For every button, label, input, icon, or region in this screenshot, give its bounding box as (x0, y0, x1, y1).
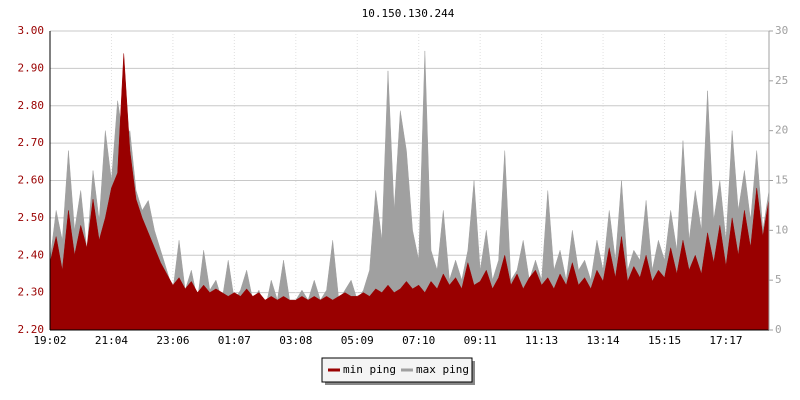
x-tick-label: 01:07 (218, 334, 251, 347)
x-tick-label: 05:09 (341, 334, 374, 347)
y2-tick-label: 25 (775, 74, 788, 87)
x-tick-label: 11:13 (525, 334, 558, 347)
y-tick-label: 2.90 (18, 61, 45, 74)
y2-tick-label: 10 (775, 223, 788, 236)
y2-tick-label: 5 (775, 273, 782, 286)
y2-tick-label: 15 (775, 174, 788, 187)
x-tick-label: 21:04 (95, 334, 128, 347)
x-tick-label: 03:08 (279, 334, 312, 347)
x-tick-label: 19:02 (33, 334, 66, 347)
y-tick-label: 2.80 (18, 99, 45, 112)
x-tick-label: 23:06 (156, 334, 189, 347)
area (49, 53, 770, 331)
x-tick-label: 09:11 (464, 334, 497, 347)
legend-label: max ping (416, 363, 469, 376)
y-tick-label: 2.20 (18, 323, 45, 336)
y-tick-label: 2.30 (18, 286, 45, 299)
legend: min ping max ping (321, 357, 475, 385)
x-tick-label: 13:14 (587, 334, 620, 347)
y2-tick-label: 0 (775, 323, 782, 336)
y-tick-label: 3.00 (18, 24, 45, 37)
chart-title: 10.150.130.244 (362, 7, 455, 20)
legend-label: min ping (343, 363, 396, 376)
y-tick-label: 2.60 (18, 174, 45, 187)
y-tick-label: 2.40 (18, 248, 45, 261)
y2-tick-label: 30 (775, 24, 788, 37)
y2-tick-label: 20 (775, 124, 788, 137)
legend-box (321, 357, 473, 383)
x-tick-label: 07:10 (402, 334, 435, 347)
y-tick-label: 2.50 (18, 211, 45, 224)
y-tick-label: 2.70 (18, 136, 45, 149)
x-tick-label: 17:17 (709, 334, 742, 347)
x-tick-label: 15:15 (648, 334, 681, 347)
